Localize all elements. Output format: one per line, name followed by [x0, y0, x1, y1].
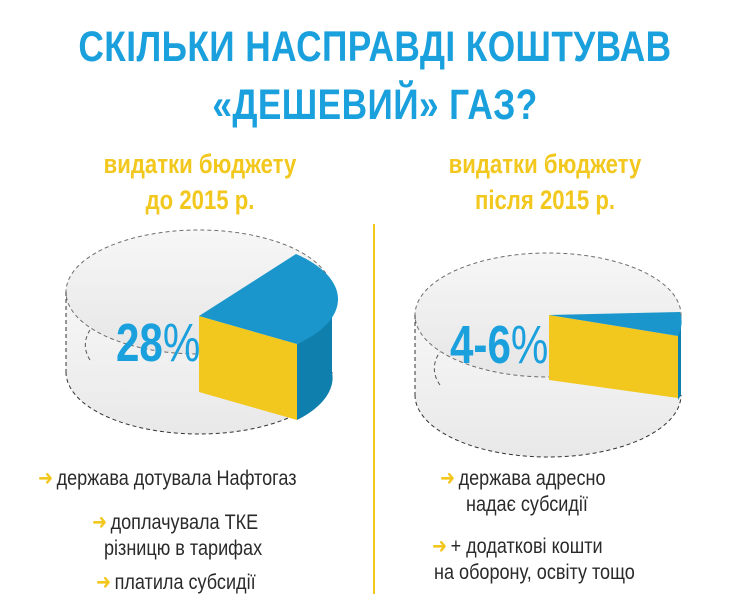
left-slice-top — [199, 254, 339, 344]
left-bullet-3-text: платила субсидії — [114, 571, 256, 594]
right-subtitle: видатки бюджету після 2015 р. — [414, 146, 676, 218]
arrow-right-icon: ➜ — [92, 511, 108, 534]
right-slice-side — [678, 315, 681, 400]
right-percent-label: 4-6% — [450, 318, 548, 372]
left-pie-chart — [65, 229, 339, 435]
left-pie-inner-ring — [84, 329, 91, 361]
left-subtitle-line-1: видатки бюджету — [103, 149, 297, 179]
right-pie-ghost-bottom-edge — [414, 394, 682, 458]
left-bullet-2: ➜ доплачувала ТКЕ — [92, 510, 258, 536]
right-pie-inner-ring — [433, 351, 441, 386]
right-bullet-2-text-line-1: + додаткові кошти — [450, 535, 603, 558]
left-percent-value: 28 — [116, 313, 163, 373]
left-bullet-1: ➜ держава дотувала Нафтогаз — [38, 466, 296, 492]
left-bullet-2-text-line-1: доплачувала ТКЕ — [110, 511, 259, 534]
right-bullet-1-continued: надає субсидії — [466, 492, 588, 518]
right-slice-cut-face — [549, 315, 678, 398]
left-bullet-2-text-line-2: різницю в тарифах — [104, 537, 263, 560]
title-line-1: СКІЛЬКИ НАСПРАВДІ КОШТУВАВ — [78, 23, 672, 71]
arrow-right-icon: ➜ — [38, 467, 54, 490]
left-bullet-1-text: держава дотувала Нафтогаз — [56, 467, 297, 490]
right-bullet-1-text-line-2: надає субсидії — [466, 493, 588, 516]
center-divider — [373, 224, 375, 594]
right-percent-value: 4-6 — [450, 315, 511, 375]
left-subtitle-line-2: до 2015 р. — [145, 185, 255, 215]
left-percent-sign: % — [162, 313, 201, 373]
right-pie-chart — [414, 252, 682, 458]
right-bullet-2-text-line-2: на оборону, освіту тощо — [434, 561, 635, 584]
left-bullet-2-continued: різницю в тарифах — [104, 536, 262, 562]
title-line-2: «ДЕШЕВИЙ» ГАЗ? — [212, 81, 538, 129]
right-bullet-1-text-line-1: держава адресно — [458, 467, 606, 490]
arrow-right-icon: ➜ — [96, 571, 112, 594]
left-percent-label: 28% — [116, 316, 200, 370]
right-bullet-1: ➜ держава адресно — [440, 466, 606, 492]
right-subtitle-line-1: видатки бюджету — [448, 149, 642, 179]
right-percent-sign: % — [510, 315, 549, 375]
arrow-right-icon: ➜ — [432, 535, 448, 558]
right-bullet-2: ➜ + додаткові кошти — [432, 534, 603, 560]
right-subtitle-line-2: після 2015 р. — [474, 185, 616, 215]
left-slice-cut-face — [199, 316, 297, 420]
left-subtitle: видатки бюджету до 2015 р. — [69, 146, 331, 218]
left-bullet-3: ➜ платила субсидії — [96, 570, 256, 596]
right-slice-top — [549, 312, 682, 336]
arrow-right-icon: ➜ — [440, 467, 456, 490]
right-bullet-2-continued: на оборону, освіту тощо — [434, 560, 635, 586]
right-pie-ghost-side — [415, 315, 681, 457]
